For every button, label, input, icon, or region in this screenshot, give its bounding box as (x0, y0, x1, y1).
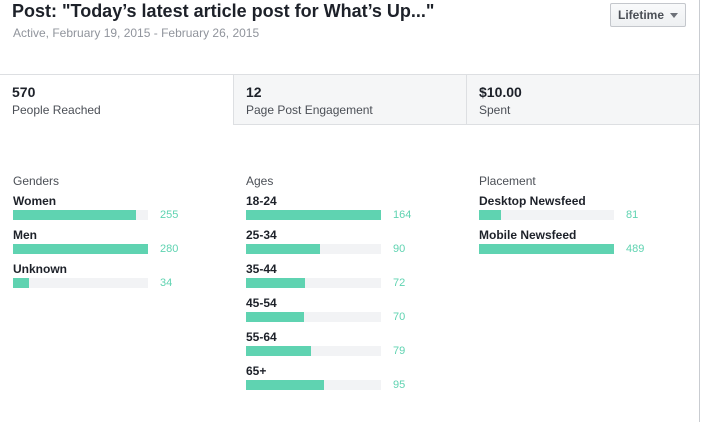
tab-value: 570 (12, 84, 36, 100)
metric-tabs: 570 People Reached 12 Page Post Engageme… (0, 74, 699, 125)
ages-rows: 18-24 164 25-34 90 35-44 72 45-54 70 55-64 79 65+ 9… (246, 194, 411, 398)
bar-line: 255 (13, 209, 179, 221)
breakdown-label: Desktop Newsfeed (479, 194, 586, 208)
tab-value: $10.00 (479, 84, 522, 100)
breakdown-row: 65+ 95 (246, 364, 411, 398)
bar-fill (13, 278, 30, 288)
breakdown-row: Mobile Newsfeed 489 (479, 228, 644, 262)
genders-rows: Women 255 Men 280 Unknown 34 (13, 194, 178, 296)
genders-heading: Genders (13, 174, 60, 188)
ages-heading: Ages (246, 174, 274, 188)
breakdown-row: 18-24 164 (246, 194, 411, 228)
bar-fill (13, 210, 136, 220)
bar-value: 70 (393, 311, 406, 323)
breakdown-label: 45-54 (246, 296, 277, 310)
bar-line: 81 (479, 209, 644, 221)
lifetime-dropdown-button[interactable]: Lifetime (610, 3, 686, 27)
bar-value: 90 (393, 243, 406, 255)
bar-line: 72 (246, 277, 411, 289)
breakdown-label: 18-24 (246, 194, 277, 208)
bar-line: 34 (13, 277, 178, 289)
breakdown-label: 55-64 (246, 330, 277, 344)
bar-fill (479, 244, 614, 254)
lifetime-dropdown-label: Lifetime (617, 8, 664, 22)
breakdown-row: 25-34 90 (246, 228, 411, 262)
caret-down-icon (670, 13, 678, 18)
bar-fill (246, 278, 306, 288)
breakdown-row: Women 255 (13, 194, 178, 228)
bar-value: 164 (393, 209, 412, 221)
bar-value: 72 (393, 277, 406, 289)
bar-fill (246, 210, 381, 220)
breakdown-label: Unknown (13, 262, 67, 276)
ages-column: Ages 18-24 164 25-34 90 35-44 72 45-54 70 55-64 7… (246, 174, 411, 398)
placement-heading: Placement (479, 174, 536, 188)
bar-value: 34 (160, 277, 173, 289)
breakdown-row: Unknown 34 (13, 262, 178, 296)
breakdown-row: Desktop Newsfeed 81 (479, 194, 644, 228)
bar-line: 280 (13, 243, 179, 255)
breakdown-label: Women (13, 194, 57, 208)
tab-spent[interactable]: $10.00 Spent (466, 75, 699, 125)
breakdown-row: 45-54 70 (246, 296, 411, 330)
placement-rows: Desktop Newsfeed 81 Mobile Newsfeed 489 (479, 194, 644, 262)
breakdown-row: 35-44 72 (246, 262, 411, 296)
bar-value: 280 (160, 243, 179, 255)
bar-track (246, 210, 381, 220)
breakdown-label: 25-34 (246, 228, 277, 242)
bar-track (246, 244, 381, 254)
bar-fill (479, 210, 502, 220)
bar-track (246, 278, 381, 288)
bar-track (246, 380, 381, 390)
breakdown-row: Men 280 (13, 228, 178, 262)
bar-fill (246, 312, 304, 322)
date-range-text: Active, February 19, 2015 - February 26,… (13, 26, 260, 40)
bar-fill (246, 346, 312, 356)
breakdown-label: 65+ (246, 364, 267, 378)
bar-track (13, 210, 148, 220)
bar-value: 81 (626, 209, 639, 221)
page-title: Post: "Today’s latest article post for W… (12, 1, 435, 21)
tab-value: 12 (246, 84, 262, 100)
bar-track (479, 244, 614, 254)
bar-value: 489 (626, 243, 645, 255)
breakdown-row: 55-64 79 (246, 330, 411, 364)
tab-label: Spent (479, 103, 511, 117)
tab-label: Page Post Engagement (246, 103, 373, 117)
tab-people-reached[interactable]: 570 People Reached (0, 75, 233, 125)
breakdown-label: 35-44 (246, 262, 277, 276)
placement-column: Placement Desktop Newsfeed 81 Mobile Newsf… (479, 174, 644, 262)
bar-track (13, 244, 148, 254)
bar-fill (246, 380, 325, 390)
bar-line: 164 (246, 209, 412, 221)
bar-track (246, 346, 381, 356)
bar-line: 95 (246, 379, 411, 391)
tab-page-post-engagement[interactable]: 12 Page Post Engagement (233, 75, 466, 125)
bar-line: 79 (246, 345, 411, 357)
bar-line: 90 (246, 243, 411, 255)
bar-value: 95 (393, 379, 406, 391)
bar-line: 489 (479, 243, 645, 255)
bar-value: 255 (160, 209, 179, 221)
bar-line: 70 (246, 311, 411, 323)
breakdown-label: Mobile Newsfeed (479, 228, 577, 242)
tab-label: People Reached (12, 103, 101, 117)
bar-value: 79 (393, 345, 406, 357)
bar-track (13, 278, 148, 288)
bar-track (479, 210, 614, 220)
breakdown-label: Men (13, 228, 37, 242)
bar-fill (13, 244, 148, 254)
genders-column: Genders Women 255 Men 280 Unknown 34 (13, 174, 178, 296)
bar-track (246, 312, 381, 322)
bar-fill (246, 244, 321, 254)
